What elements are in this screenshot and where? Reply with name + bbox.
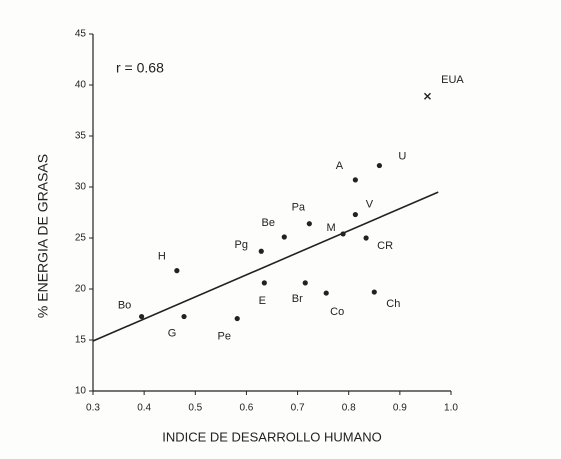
point bbox=[306, 221, 312, 227]
x-tick-label: 1.0 bbox=[444, 403, 458, 414]
x-tick-label: 0.5 bbox=[188, 403, 202, 414]
point-label: E bbox=[259, 295, 266, 307]
x-tick-label: 0.6 bbox=[239, 403, 253, 414]
point-label: Pg bbox=[235, 239, 248, 251]
y-tick-label: 45 bbox=[75, 29, 87, 40]
point-label: CR bbox=[377, 240, 393, 252]
y-tick-label: 20 bbox=[75, 284, 87, 295]
point bbox=[352, 211, 358, 218]
point bbox=[340, 231, 346, 237]
point bbox=[376, 162, 382, 169]
y-tick-label: 10 bbox=[75, 386, 87, 397]
point-label: A bbox=[336, 160, 344, 172]
point bbox=[234, 315, 240, 322]
point-label: M bbox=[327, 222, 336, 234]
x-tick-label: 0.8 bbox=[342, 403, 356, 414]
point bbox=[423, 92, 431, 100]
point bbox=[138, 313, 145, 320]
point-label: Co bbox=[330, 306, 344, 318]
point bbox=[281, 234, 287, 240]
point bbox=[371, 289, 377, 295]
x-tick-label: 0.7 bbox=[291, 403, 305, 414]
point-label: Pe bbox=[217, 330, 230, 342]
point bbox=[261, 280, 267, 286]
point-label: Pa bbox=[292, 202, 306, 214]
point bbox=[352, 177, 358, 183]
point-label: Br bbox=[292, 293, 303, 305]
point-label: Ch bbox=[386, 298, 400, 310]
point bbox=[258, 248, 264, 254]
x-tick-label: 0.9 bbox=[393, 403, 407, 414]
point-label: U bbox=[398, 150, 406, 162]
point-label: G bbox=[168, 327, 177, 339]
y-axis-label: % ENERGIA DE GRASAS bbox=[35, 154, 51, 318]
y-tick-label: 35 bbox=[75, 131, 87, 142]
regression-line bbox=[92, 191, 439, 342]
annotation: r = 0.68 bbox=[116, 60, 164, 76]
point bbox=[174, 268, 180, 274]
point bbox=[323, 290, 329, 296]
point bbox=[302, 280, 308, 286]
y-tick-label: 40 bbox=[75, 80, 87, 91]
y-tick-label: 30 bbox=[75, 182, 87, 193]
point-label: H bbox=[158, 251, 166, 263]
x-axis-label: INDICE DE DESARROLLO HUMANO bbox=[162, 429, 382, 444]
y-tick-label: 25 bbox=[75, 233, 87, 244]
point-label: V bbox=[366, 198, 374, 210]
point bbox=[181, 313, 187, 320]
point bbox=[363, 235, 369, 241]
y-tick-label: 15 bbox=[75, 335, 87, 346]
point-label: Bo bbox=[118, 299, 131, 311]
point-label: EUA bbox=[441, 74, 464, 86]
point-label: Be bbox=[262, 217, 275, 229]
x-tick-label: 0.4 bbox=[137, 403, 151, 414]
x-tick-label: 0.3 bbox=[86, 403, 100, 414]
